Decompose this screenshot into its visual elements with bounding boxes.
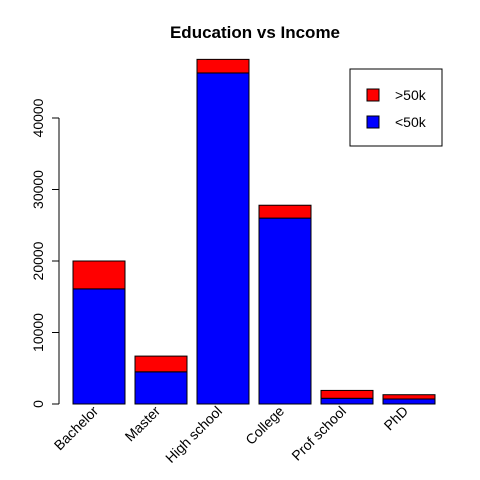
bar-high-school-50k — [196, 72, 250, 405]
bar-college-50k — [258, 217, 312, 405]
bar-prof-school-50k — [320, 397, 374, 405]
x-tick-label: Bachelor — [51, 403, 102, 454]
bar-master-50k — [134, 371, 188, 405]
bars — [72, 58, 436, 405]
bar-bachelor-50k — [72, 288, 126, 405]
x-tick-label: College — [242, 403, 287, 448]
x-tick-label: PhD — [381, 403, 412, 434]
legend-swatch-50k — [366, 115, 380, 129]
y-tick-label: 30000 — [30, 170, 46, 209]
legend-box — [349, 68, 443, 147]
y-tick-label: 0 — [30, 400, 46, 408]
bar-college-50k — [258, 204, 312, 219]
bar-phd-50k — [382, 394, 436, 400]
y-tick-label: 10000 — [30, 313, 46, 352]
legend-label: >50k — [395, 87, 427, 103]
legend-label: <50k — [395, 114, 427, 130]
legend: >50k <50k — [349, 68, 443, 147]
y-tick-label: 40000 — [30, 98, 46, 137]
x-tick-label: High school — [162, 403, 225, 466]
x-tick-label: Prof school — [288, 403, 349, 464]
bar-phd-50k — [382, 398, 436, 405]
x-tick-label: Master — [122, 403, 164, 445]
bar-high-school-50k — [196, 58, 250, 74]
bar-master-50k — [134, 355, 188, 373]
legend-swatch-50k — [366, 88, 380, 102]
bar-bachelor-50k — [72, 260, 126, 290]
y-axis: 0 10000 20000 30000 40000 — [30, 98, 60, 408]
y-tick-label: 20000 — [30, 241, 46, 280]
bar-prof-school-50k — [320, 389, 374, 399]
chart-title: Education vs Income — [170, 23, 340, 42]
